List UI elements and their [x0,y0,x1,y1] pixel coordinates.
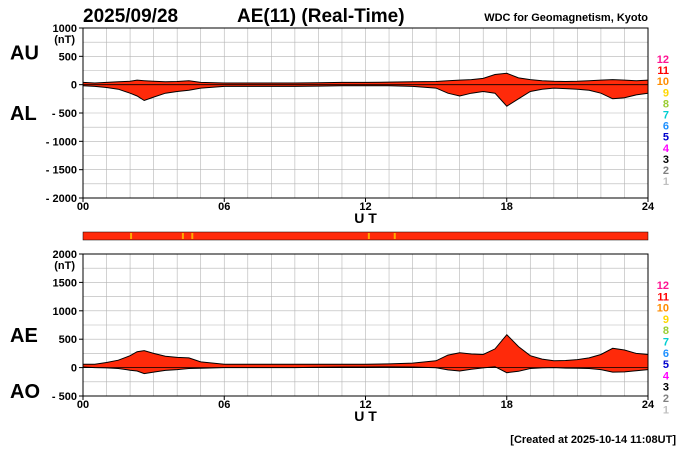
y-tick-label: - 500 [52,108,77,120]
station-legend-item: 7 [663,337,669,349]
x-tick-label: 18 [501,201,513,213]
station-legend-item: 11 [657,65,669,77]
y-tick-label: - 1500 [46,165,77,177]
x-tick-label: 18 [501,399,513,411]
y-tick-label: 500 [59,51,77,63]
x-tick-label: 24 [642,201,655,213]
station-legend-item: 12 [657,280,669,292]
station-legend-item: 3 [663,154,669,166]
station-bar-gap [393,233,396,239]
index-title: AE(11) (Real-Time) [237,6,405,27]
y-tick-label: 1000 [53,23,77,35]
y-tick-label: 0 [71,80,77,92]
y-tick-label: 1000 [53,306,77,318]
x-tick-label: 06 [218,399,230,411]
station-legend-item: 1 [663,404,669,416]
station-legend-item: 8 [663,325,669,337]
station-legend-item: 2 [663,165,669,177]
x-tick-label: 00 [77,399,89,411]
station-bar-gap [367,233,370,239]
station-legend-item: 6 [663,121,669,133]
station-legend-item: 2 [663,393,669,405]
y-axis-unit: (nT) [54,260,75,272]
station-legend-item: 1 [663,176,669,188]
series-area-au-al [83,73,648,107]
grid [83,254,648,396]
x-axis-label: U T [354,210,377,226]
y-tick-label: - 2000 [46,193,77,205]
station-legend-item: 8 [663,98,669,110]
created-label: [Created at 2025-10-14 11:08UT] [510,434,676,446]
x-tick-labels: 00 06 12 18 24 [77,396,655,411]
date-title: 2025/09/28 [83,6,178,27]
series-line-al [82,85,649,107]
station-legend-item: 10 [657,303,669,315]
station-legend-item: 12 [657,54,669,66]
station-legend-item: 4 [663,143,670,155]
source-label: WDC for Geomagnetism, Kyoto [484,12,648,24]
y-tick-label: 500 [59,334,77,346]
panel-label-lower: AO [10,381,40,403]
station-legend-item: 9 [663,87,669,99]
y-axis-unit: (nT) [54,34,75,46]
station-bar-gap [181,233,184,239]
y-tick-labels: 1000 500 0 - 500 - 1000 - 1500 - 2000 [46,23,83,205]
y-tick-label: 2000 [53,249,77,261]
x-axis-label: U T [354,408,377,424]
x-tick-label: 12 [359,399,371,411]
panel-label-upper: AE [10,325,38,347]
y-tick-labels: 2000 1500 1000 500 0 - 500 [52,249,83,403]
x-tick-label: 24 [642,399,655,411]
station-legend-item: 6 [663,348,669,360]
x-tick-labels: 00 06 12 18 24 [77,198,655,213]
station-legend-item: 3 [663,382,669,394]
panel-label-lower: AL [10,103,37,125]
grid [83,28,648,198]
station-legend-item: 7 [663,110,669,122]
station-legend-item: 5 [663,132,669,144]
y-tick-label: 1500 [53,277,77,289]
station-legend-item: 5 [663,359,669,371]
y-tick-label: - 500 [52,391,77,403]
station-bar-gap [191,233,194,239]
x-tick-label: 06 [218,201,230,213]
x-tick-label: 12 [359,201,371,213]
y-tick-label: - 1000 [46,136,77,148]
station-coverage-bar [82,231,649,241]
x-tick-label: 00 [77,201,89,213]
station-bar-fill [82,231,649,241]
panel-label-upper: AU [10,42,39,64]
station-legend-item: 11 [657,291,669,303]
series-area-ae-ao [83,334,648,374]
series-line-ae [83,333,649,365]
station-legend-item: 4 [663,370,670,382]
station-legend-item: 9 [663,314,669,326]
y-tick-label: 0 [71,363,77,375]
series-line-au [82,72,649,84]
series-line-ao [82,366,649,375]
station-legend-item: 10 [657,76,669,88]
panel-au-al: 1000 500 0 - 500 - 1000 - 1500 - 2000 (nT) 00 06 1… [10,23,670,226]
station-bar-gap [130,233,133,239]
